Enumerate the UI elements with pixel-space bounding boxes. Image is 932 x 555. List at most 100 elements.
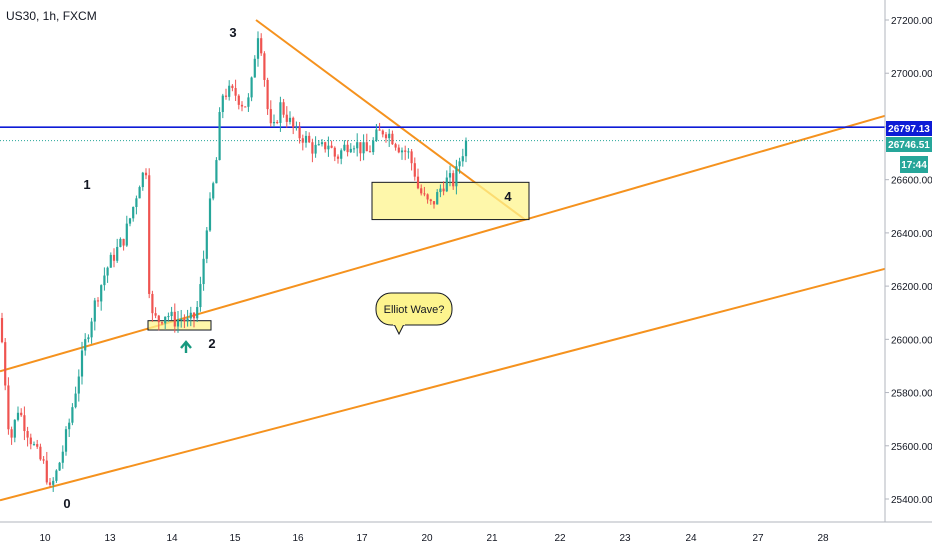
candle-body (170, 311, 173, 317)
candle-body (410, 151, 413, 164)
candle-body (237, 95, 240, 105)
candle-body (429, 199, 432, 202)
candle-body (173, 311, 176, 327)
candle-body (413, 163, 416, 177)
up-arrow-icon (180, 340, 192, 353)
time-tick-label: 20 (421, 533, 433, 544)
candle-body (100, 285, 103, 302)
candle-body (260, 38, 263, 54)
candle-body (330, 145, 333, 148)
candle-body (426, 194, 429, 200)
candle-body (272, 121, 276, 124)
candle-body (301, 138, 304, 143)
candle-body (378, 129, 381, 131)
candle-body (103, 275, 106, 286)
candle-body (32, 444, 36, 446)
price-tick-label: 26200.00 (891, 282, 932, 293)
candle-body (359, 142, 362, 154)
zone-layer (147, 181, 530, 331)
candle-body (90, 321, 93, 338)
candle-body (189, 312, 192, 319)
wave-label-1: 1 (83, 177, 90, 192)
time-tick-label: 15 (229, 533, 241, 544)
candle-body (109, 254, 112, 268)
price-tick-label: 26600.00 (891, 176, 932, 187)
candle-body (336, 156, 340, 159)
time-tick-label: 10 (39, 533, 51, 544)
wave-label-2: 2 (208, 336, 215, 351)
candle-body (256, 38, 260, 59)
candle-body (423, 193, 426, 195)
candle-body (160, 322, 164, 324)
candle-body (52, 480, 55, 485)
candle-body (327, 145, 330, 150)
callout-text: Elliot Wave? (384, 304, 445, 316)
candle-body (356, 142, 359, 149)
candle-body (224, 95, 228, 97)
candle-body (343, 144, 346, 151)
candle-body (234, 88, 237, 96)
candle-body (42, 459, 45, 461)
candle-body (279, 102, 282, 123)
candle-body (400, 150, 404, 153)
time-tick-label: 28 (817, 533, 829, 544)
candle-body (84, 339, 87, 351)
candle-body (7, 385, 10, 430)
candle-body (365, 142, 368, 152)
candle-body (87, 337, 90, 340)
candle-body (176, 319, 180, 327)
candle-body (10, 429, 13, 438)
candle-body (96, 300, 100, 302)
time-tick-label: 17 (356, 533, 368, 544)
candle-body (266, 79, 269, 110)
candle-body (157, 315, 160, 323)
candle-body (231, 85, 234, 89)
candle-body (285, 114, 288, 122)
candle-body (77, 376, 80, 394)
trendline-1 (0, 267, 886, 502)
candle-body (199, 284, 202, 308)
candle-body (116, 246, 119, 261)
candle-body (346, 144, 349, 153)
candle-body (112, 254, 116, 261)
level-price-label: 26797.13 (886, 121, 932, 136)
candle-body (141, 172, 144, 188)
candle-body (125, 223, 128, 246)
candle-body (119, 238, 122, 247)
annotation-layer: 0 1 2 3 4 Elliot Wave? (63, 25, 512, 511)
candle-body (138, 187, 141, 199)
time-tick-label: 23 (619, 533, 631, 544)
time-axis[interactable]: 10 13 14 15 16 17 20 21 22 23 24 27 28 (39, 533, 829, 544)
wave-label-4: 4 (504, 189, 512, 204)
level-price-text: 26797.13 (888, 124, 930, 135)
candle-body (29, 437, 32, 445)
candle-body (20, 412, 23, 416)
candle-body (80, 350, 84, 377)
candle-body (442, 188, 445, 192)
price-axis[interactable]: 27200.0027000.0026800.0026600.0026400.00… (885, 16, 932, 506)
candle-body (186, 318, 189, 322)
time-tick-label: 13 (104, 533, 116, 544)
candle-body (196, 307, 199, 319)
candle-body (311, 142, 314, 154)
candle-body (404, 150, 407, 152)
candle-body (48, 482, 52, 485)
candle-body (368, 151, 372, 153)
candle-body (74, 393, 77, 408)
candle-body (298, 127, 301, 139)
price-tick-label: 27000.00 (891, 69, 932, 80)
candle-body (183, 318, 186, 322)
candle-body (388, 133, 391, 139)
candle-body (282, 102, 285, 115)
candle-body (218, 112, 221, 161)
time-tick-label: 22 (554, 533, 566, 544)
price-tick-label: 27200.00 (891, 16, 932, 27)
candle-body (71, 407, 74, 423)
time-tick-label: 21 (486, 533, 498, 544)
candle-body (58, 462, 61, 471)
candle-body (416, 176, 420, 189)
zone-box-1 (371, 181, 530, 221)
candle-body (106, 267, 109, 276)
